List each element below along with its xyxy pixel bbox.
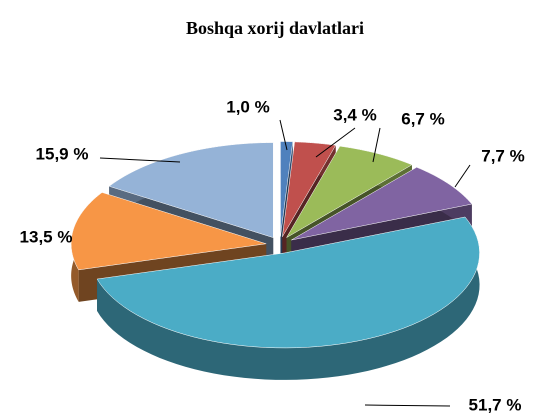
leader-line [372, 127, 381, 163]
data-label: 51,7 % [469, 395, 522, 414]
leader-line [279, 119, 288, 151]
slice-top [285, 145, 413, 239]
data-label: 15,9 % [36, 144, 89, 163]
slice-top [70, 192, 267, 271]
slice-top [108, 142, 274, 238]
leader-line [364, 404, 451, 407]
slice-top [282, 141, 337, 237]
data-label: 3,4 % [333, 105, 376, 124]
slice [96, 216, 480, 380]
slice-top [280, 141, 293, 237]
chart-title: Boshqa xorij davlatlari [186, 18, 364, 38]
data-label: 13,5 % [20, 227, 73, 246]
leader-line [315, 127, 356, 158]
leader-line [454, 164, 471, 188]
data-label: 1,0 % [226, 97, 269, 116]
data-label: 6,7 % [401, 109, 444, 128]
slice-top [291, 166, 473, 241]
slice-top [96, 216, 480, 349]
leader-line [99, 157, 181, 163]
data-label: 7,7 % [481, 146, 524, 165]
slice-side [97, 216, 480, 380]
